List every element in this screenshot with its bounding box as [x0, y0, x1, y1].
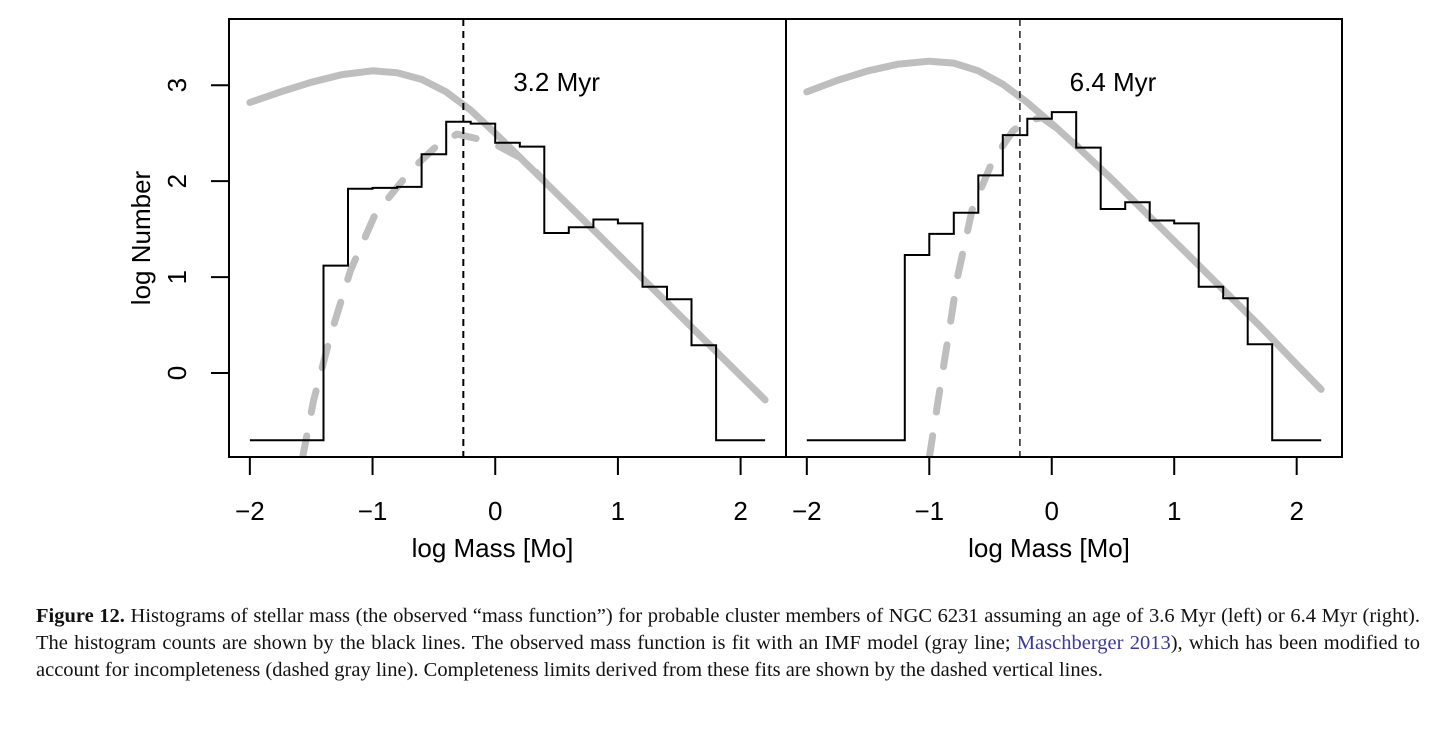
panel-right: −2 −1 0 1 2 log Mass [Mo] 6.4 Myr: [785, 18, 1343, 563]
y-tick-label: 0: [162, 366, 192, 380]
y-tick-label: 2: [162, 174, 192, 188]
x-tick-label: 2: [1289, 496, 1303, 526]
caption-text-end: ), which has been modified to account fo…: [36, 632, 1420, 681]
panel-age-label: 3.2 Myr: [513, 67, 600, 97]
x-tick-label: −2: [792, 496, 822, 526]
imf-model-curve: [803, 57, 1325, 393]
x-tick-label: −2: [235, 496, 265, 526]
x-tick-label: 2: [733, 496, 747, 526]
y-axis-title: log Number: [126, 170, 156, 305]
x-tick-label: 1: [611, 496, 625, 526]
figure-number: Figure 12.: [36, 605, 125, 627]
y-tick-label: 1: [162, 270, 192, 284]
plot-area: [246, 19, 769, 457]
histogram-steps: [249, 120, 766, 442]
x-axis-title: log Mass [Mo]: [412, 533, 574, 563]
plot-frame: [785, 18, 1343, 458]
x-tick-label: 1: [1167, 496, 1181, 526]
x-tick-label: 0: [488, 496, 502, 526]
x-axis-title: log Mass [Mo]: [968, 533, 1130, 563]
panel-age-label: 6.4 Myr: [1070, 67, 1157, 97]
y-tick-label: 3: [162, 78, 192, 92]
imf-model-curve: [246, 67, 769, 404]
x-tick-label: −1: [358, 496, 388, 526]
plot-area: [803, 19, 1325, 457]
citation-link[interactable]: Maschberger 2013: [1016, 632, 1171, 654]
incompleteness-model-curve: [299, 130, 548, 457]
panel-left: −2 −1 0 1 2 log Mass [Mo] 0 1 2 3 3.2 Myr: [162, 18, 787, 563]
incompleteness-model-curve: [925, 114, 1086, 457]
x-tick-label: 0: [1045, 496, 1059, 526]
histogram-steps: [806, 111, 1322, 442]
x-tick-label: −1: [914, 496, 944, 526]
caption-text: Histograms of stellar mass (the observed…: [36, 605, 1420, 654]
figure-caption: Figure 12. Histograms of stellar mass (t…: [36, 603, 1420, 684]
